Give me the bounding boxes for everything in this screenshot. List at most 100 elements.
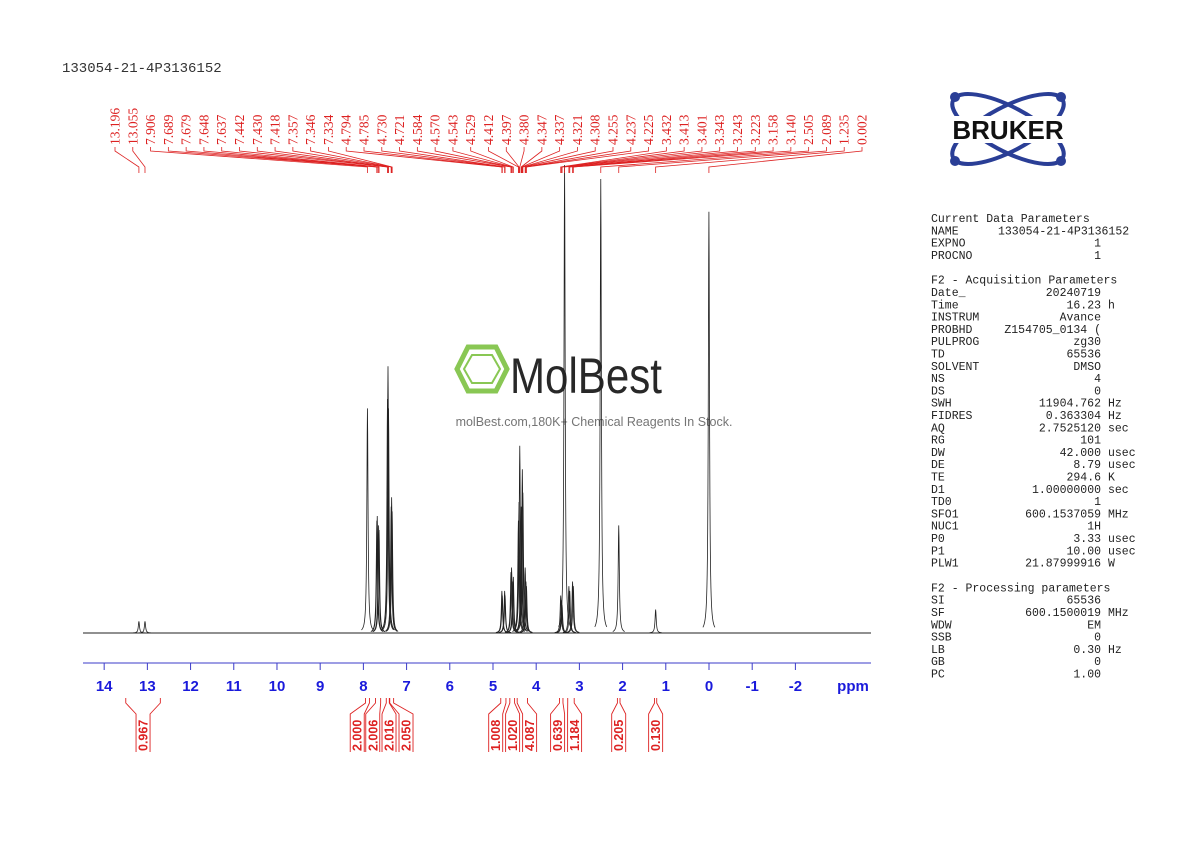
peak-leader <box>569 147 756 173</box>
peak-leader <box>655 147 845 173</box>
integral <box>365 698 382 752</box>
peak-label: 4.570 <box>428 114 443 145</box>
x-tick-label: 11 <box>226 678 242 695</box>
param-key: SSB <box>931 632 952 645</box>
param-value: 16.23 <box>1066 299 1101 312</box>
param-value: 1.00 <box>1073 669 1101 682</box>
peak-leader <box>524 147 614 173</box>
peak-leader <box>488 147 519 173</box>
peak-leader <box>708 147 863 173</box>
param-key: RG <box>931 435 945 448</box>
param-key: TE <box>931 472 945 485</box>
peak-leader <box>328 147 393 173</box>
integral-label: 0.205 <box>612 720 626 751</box>
integral-label: 0.967 <box>137 720 151 751</box>
peak-label: 7.689 <box>161 114 176 145</box>
x-tick-label: 6 <box>446 678 454 695</box>
param-value: 8.79 <box>1073 459 1101 472</box>
integral <box>567 698 583 752</box>
peak-label: 4.529 <box>463 114 478 145</box>
param-unit: Hz <box>1108 644 1122 657</box>
peak <box>612 525 625 632</box>
integral <box>648 698 664 752</box>
peak-label: 13.055 <box>125 108 140 145</box>
integral <box>349 698 370 752</box>
param-value: 0 <box>1094 632 1101 645</box>
peak-label: 3.140 <box>783 114 798 145</box>
peak-label: 4.785 <box>357 114 372 145</box>
param-key: DW <box>931 447 945 460</box>
param-unit: usec <box>1108 533 1136 546</box>
sample-id: 133054-21-4P3136152 <box>62 61 222 77</box>
x-tick-label: 0 <box>705 678 713 695</box>
peak-label: 4.380 <box>517 114 532 145</box>
param-value: 1.00000000 <box>1032 484 1101 497</box>
param-value: 2.7525120 <box>1039 422 1101 435</box>
param-value: 0 <box>1094 656 1101 669</box>
param-unit: usec <box>1108 447 1136 460</box>
param-key: D1 <box>931 484 945 497</box>
integral <box>611 698 627 752</box>
watermark-name: MolBest <box>510 348 662 404</box>
param-key: INSTRUM <box>931 312 979 325</box>
param-key: SFO1 <box>931 508 959 521</box>
peak <box>563 590 576 633</box>
param-key: SOLVENT <box>931 361 979 374</box>
param-value: 11904.762 <box>1039 398 1101 411</box>
param-value: 600.1500019 <box>1025 607 1101 620</box>
peak-leader <box>292 147 392 173</box>
peak-leader <box>618 147 827 173</box>
param-key: TD0 <box>931 496 952 509</box>
peak-leader <box>114 147 140 173</box>
peak-label: 3.243 <box>730 114 745 145</box>
peak <box>138 621 152 634</box>
integral-label: 0.130 <box>649 720 663 751</box>
integral <box>125 698 161 752</box>
param-key: PROCNO <box>931 250 973 263</box>
param-key: TD <box>931 349 945 362</box>
x-tick-label: 3 <box>575 678 583 695</box>
peak-label: 7.442 <box>232 115 247 145</box>
param-section-title: F2 - Acquisition Parameters <box>931 275 1117 288</box>
integral <box>516 698 538 752</box>
peak-label: 3.158 <box>766 114 781 145</box>
param-value: DMSO <box>1073 361 1101 374</box>
x-tick-label: 4 <box>532 678 541 695</box>
peak-label: 4.237 <box>623 114 638 145</box>
peak-label: 7.637 <box>214 114 229 145</box>
param-value: 65536 <box>1066 595 1101 608</box>
peak-label: 7.418 <box>268 114 283 145</box>
peak-label: 7.334 <box>321 114 336 145</box>
param-value: 0 <box>1094 385 1101 398</box>
peak-leader <box>526 147 649 173</box>
peak <box>649 609 662 634</box>
integral <box>505 698 521 752</box>
param-key: FIDRES <box>931 410 973 423</box>
param-key: P0 <box>931 533 945 546</box>
peak-label: 4.721 <box>392 115 407 145</box>
param-value: 65536 <box>1066 349 1101 362</box>
peak-leader <box>416 147 512 173</box>
param-key: DS <box>931 385 945 398</box>
param-value: 600.1537059 <box>1025 508 1101 521</box>
x-tick-label: -1 <box>746 678 759 695</box>
x-tick-label: 8 <box>359 678 367 695</box>
peak-leader <box>363 147 503 173</box>
param-key: P1 <box>931 545 945 558</box>
peak-leader <box>274 147 389 173</box>
peak-leader <box>561 147 703 173</box>
param-section-title: F2 - Processing parameters <box>931 582 1110 595</box>
param-key: NS <box>931 373 945 386</box>
peak-label: 4.412 <box>481 115 496 145</box>
peak-leader <box>150 147 368 173</box>
peak-label: 4.225 <box>641 114 656 145</box>
peak-label: 3.343 <box>712 114 727 145</box>
peak-leader <box>568 147 738 173</box>
param-value: zg30 <box>1073 336 1101 349</box>
x-tick-label: 1 <box>662 678 670 695</box>
peak-label: 7.357 <box>285 114 300 145</box>
integral <box>389 698 414 752</box>
param-value: 101 <box>1080 435 1101 448</box>
param-value: 133054-21-4P3136152 <box>998 225 1129 238</box>
